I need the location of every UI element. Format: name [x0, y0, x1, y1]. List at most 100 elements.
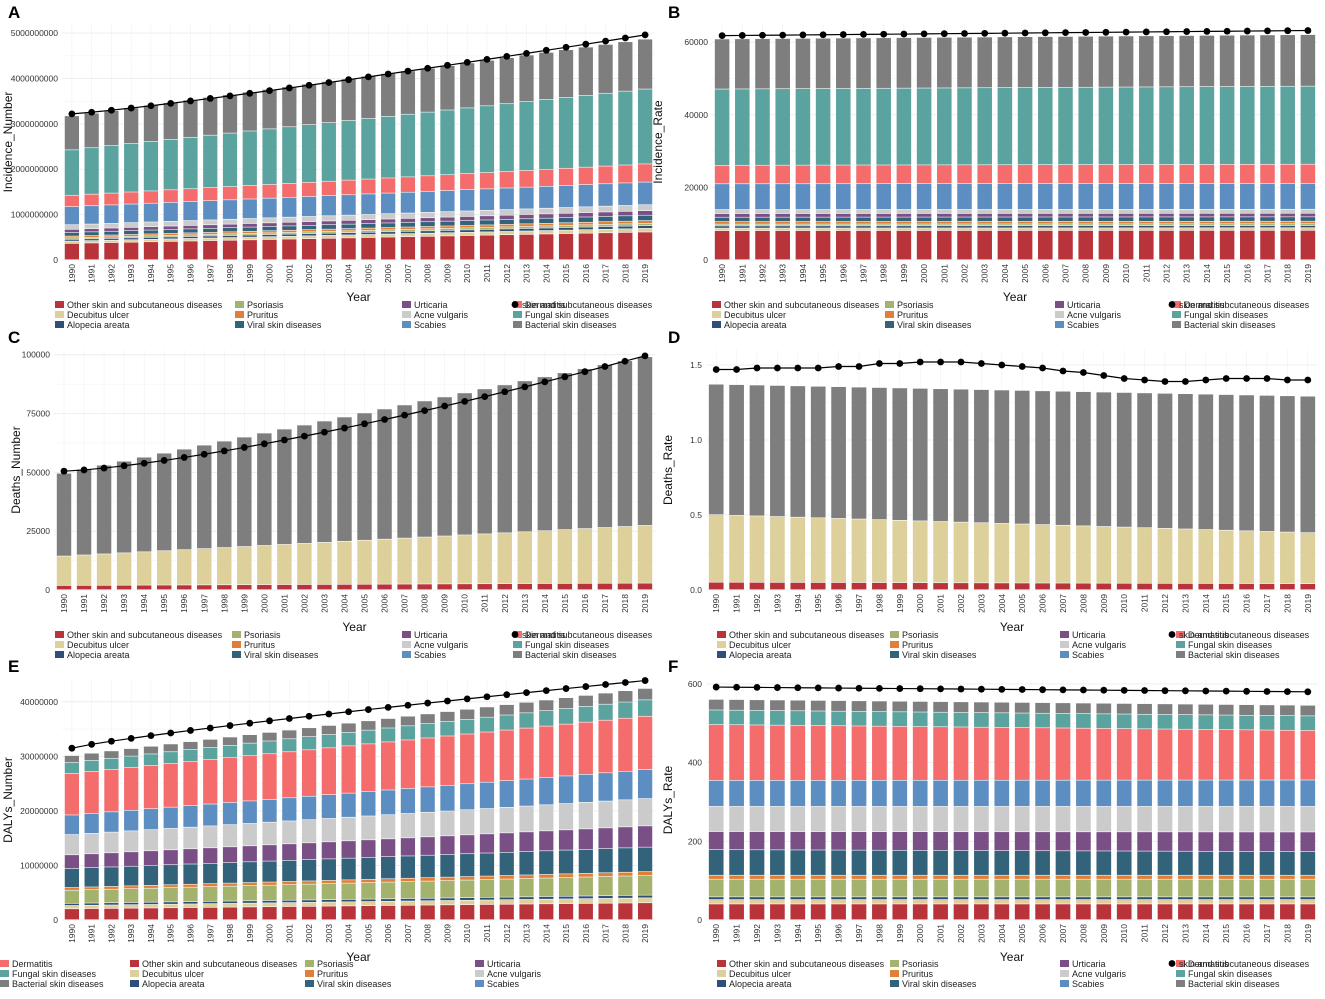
x-tick-label: 2009 — [442, 924, 452, 943]
bar-segment-acne-vulgaris — [851, 806, 867, 832]
x-tick-label: 2003 — [324, 264, 334, 283]
bar-segment-decubitus-ulcer — [104, 905, 119, 909]
x-tick-label: 1992 — [99, 594, 109, 613]
x-tick-label: 2002 — [960, 264, 970, 283]
bar-segment-pruritus — [1017, 221, 1033, 224]
bar-segment-bacterial-skin-diseases — [1179, 35, 1194, 87]
bar-segment-other-skin-and-subcutaneous-diseases — [1014, 904, 1030, 920]
bar-segment-alopecia-areata — [775, 226, 790, 228]
bar-segment-decubitus-ulcer — [203, 238, 218, 241]
x-tick-label: 1993 — [126, 924, 136, 943]
bar-segment-other-skin-and-subcutaneous-diseases — [499, 904, 514, 920]
bar-segment-bacterial-skin-diseases — [277, 429, 292, 545]
bar-segment-other-skin-and-subcutaneous-diseases — [183, 907, 198, 920]
total-point — [562, 685, 570, 692]
bar-segment-fungal-skin-diseases — [1218, 715, 1234, 730]
bar-segment-acne-vulgaris — [953, 806, 969, 832]
bar-segment-other-skin-and-subcutaneous-diseases — [242, 907, 257, 920]
bar-segment-decubitus-ulcer — [143, 239, 159, 242]
bar-segment-decubitus-ulcer — [1259, 531, 1275, 584]
bar-segment-dermatitis — [1260, 164, 1275, 184]
total-point — [998, 685, 1006, 693]
legend-swatch-other-skin-and-subcutaneous-diseases — [130, 960, 139, 967]
bar-segment-urticaria — [222, 224, 238, 228]
legend-label-other-skin-and-subcutaneous-diseases: Other skin and subcutaneous diseases — [67, 300, 223, 310]
bar-segment-decubitus-ulcer — [578, 229, 593, 233]
bar-segment-alopecia-areata — [1076, 897, 1091, 900]
bar-segment-urticaria — [1157, 832, 1173, 851]
total-point — [562, 43, 570, 51]
bar-segment-viral-skin-diseases — [770, 850, 785, 875]
bar-segment-decubitus-ulcer — [790, 517, 806, 583]
bar-segment-scabies — [539, 186, 554, 208]
bar-segment-urticaria — [729, 831, 744, 850]
legend-label-other-skin-and-subcutaneous-diseases: Other skin and subcutaneous diseases — [67, 630, 223, 640]
bar-segment-decubitus-ulcer — [557, 529, 573, 584]
bar-segment-viral-skin-diseases — [64, 232, 79, 236]
bar-segment-bacterial-skin-diseases — [856, 38, 871, 89]
bar-segment-psoriasis — [1300, 224, 1316, 226]
bar-segment-scabies — [578, 774, 593, 803]
total-point — [285, 84, 293, 92]
x-tick-label: 2018 — [1282, 594, 1292, 613]
bar-segment-pruritus — [638, 220, 653, 224]
y-tick-label: 5000000000 — [11, 28, 59, 38]
total-point — [325, 79, 333, 86]
bar-segment-scabies — [1076, 780, 1091, 807]
bar-segment-psoriasis — [163, 235, 178, 237]
bar-segment-scabies — [618, 771, 633, 800]
legend-swatch-decubitus-ulcer — [712, 311, 721, 318]
bar-segment-decubitus-ulcer — [1178, 899, 1193, 904]
x-tick-label: 2013 — [1180, 924, 1190, 943]
bar-segment-decubitus-ulcer — [282, 902, 297, 907]
x-tick-label: 2013 — [1182, 264, 1192, 283]
bar-segment-pruritus — [1137, 875, 1152, 879]
total-point — [753, 364, 761, 372]
bar-segment-acne-vulgaris — [1300, 209, 1316, 213]
x-tick-label: 2007 — [1058, 924, 1068, 943]
bar-segment-psoriasis — [84, 890, 99, 903]
bar-segment-decubitus-ulcer — [301, 902, 317, 907]
bar-segment-decubitus-ulcer — [997, 228, 1013, 231]
bar-segment-other-skin-and-subcutaneous-diseases — [1219, 230, 1235, 260]
bar-segment-alopecia-areata — [1118, 225, 1134, 228]
x-tick-label: 2007 — [400, 594, 410, 613]
x-tick-label: 1994 — [793, 594, 803, 613]
total-point — [1018, 686, 1026, 693]
bar-segment-decubitus-ulcer — [479, 900, 495, 905]
total-point — [523, 689, 530, 697]
bar-segment-viral-skin-diseases — [321, 225, 336, 229]
bar-segment-viral-skin-diseases — [341, 224, 356, 229]
legend-swatch-urticaria — [1060, 960, 1069, 967]
bar-segment-acne-vulgaris — [770, 806, 785, 832]
bar-segment-alopecia-areata — [262, 234, 277, 237]
total-point — [503, 52, 511, 60]
bar-segment-scabies — [1179, 183, 1194, 210]
total-point — [641, 677, 649, 684]
bar-segment-viral-skin-diseases — [499, 852, 514, 876]
total-point — [1304, 27, 1312, 34]
bar-segment-bacterial-skin-diseases — [598, 44, 613, 93]
bar-segment-other-skin-and-subcutaneous-diseases — [282, 906, 297, 920]
bar-segment-other-skin-and-subcutaneous-diseases — [790, 582, 806, 590]
bar-segment-dermatitis — [729, 725, 744, 781]
bar-segment-viral-skin-diseases — [953, 850, 969, 875]
legend-label-scabies: Scabies — [487, 979, 520, 989]
bar-segment-pruritus — [124, 234, 139, 237]
bar-segment-decubitus-ulcer — [974, 523, 989, 583]
bar-segment-psoriasis — [539, 226, 554, 228]
y-tick-label: 25000 — [26, 526, 50, 536]
bar-segment-acne-vulgaris — [479, 808, 495, 834]
bar-segment-dermatitis — [400, 740, 416, 789]
bar-segment-scabies — [578, 184, 593, 207]
bar-segment-other-skin-and-subcutaneous-diseases — [836, 230, 851, 260]
bar-segment-bacterial-skin-diseases — [76, 469, 92, 555]
bar-segment-other-skin-and-subcutaneous-diseases — [912, 583, 928, 590]
bar-segment-urticaria — [1137, 832, 1152, 851]
bar-segment-bacterial-skin-diseases — [790, 386, 806, 517]
bar-segment-viral-skin-diseases — [282, 226, 297, 230]
bar-segment-decubitus-ulcer — [810, 899, 826, 904]
total-point — [226, 92, 234, 100]
total-point — [187, 97, 194, 105]
bar-segment-urticaria — [1139, 213, 1154, 217]
